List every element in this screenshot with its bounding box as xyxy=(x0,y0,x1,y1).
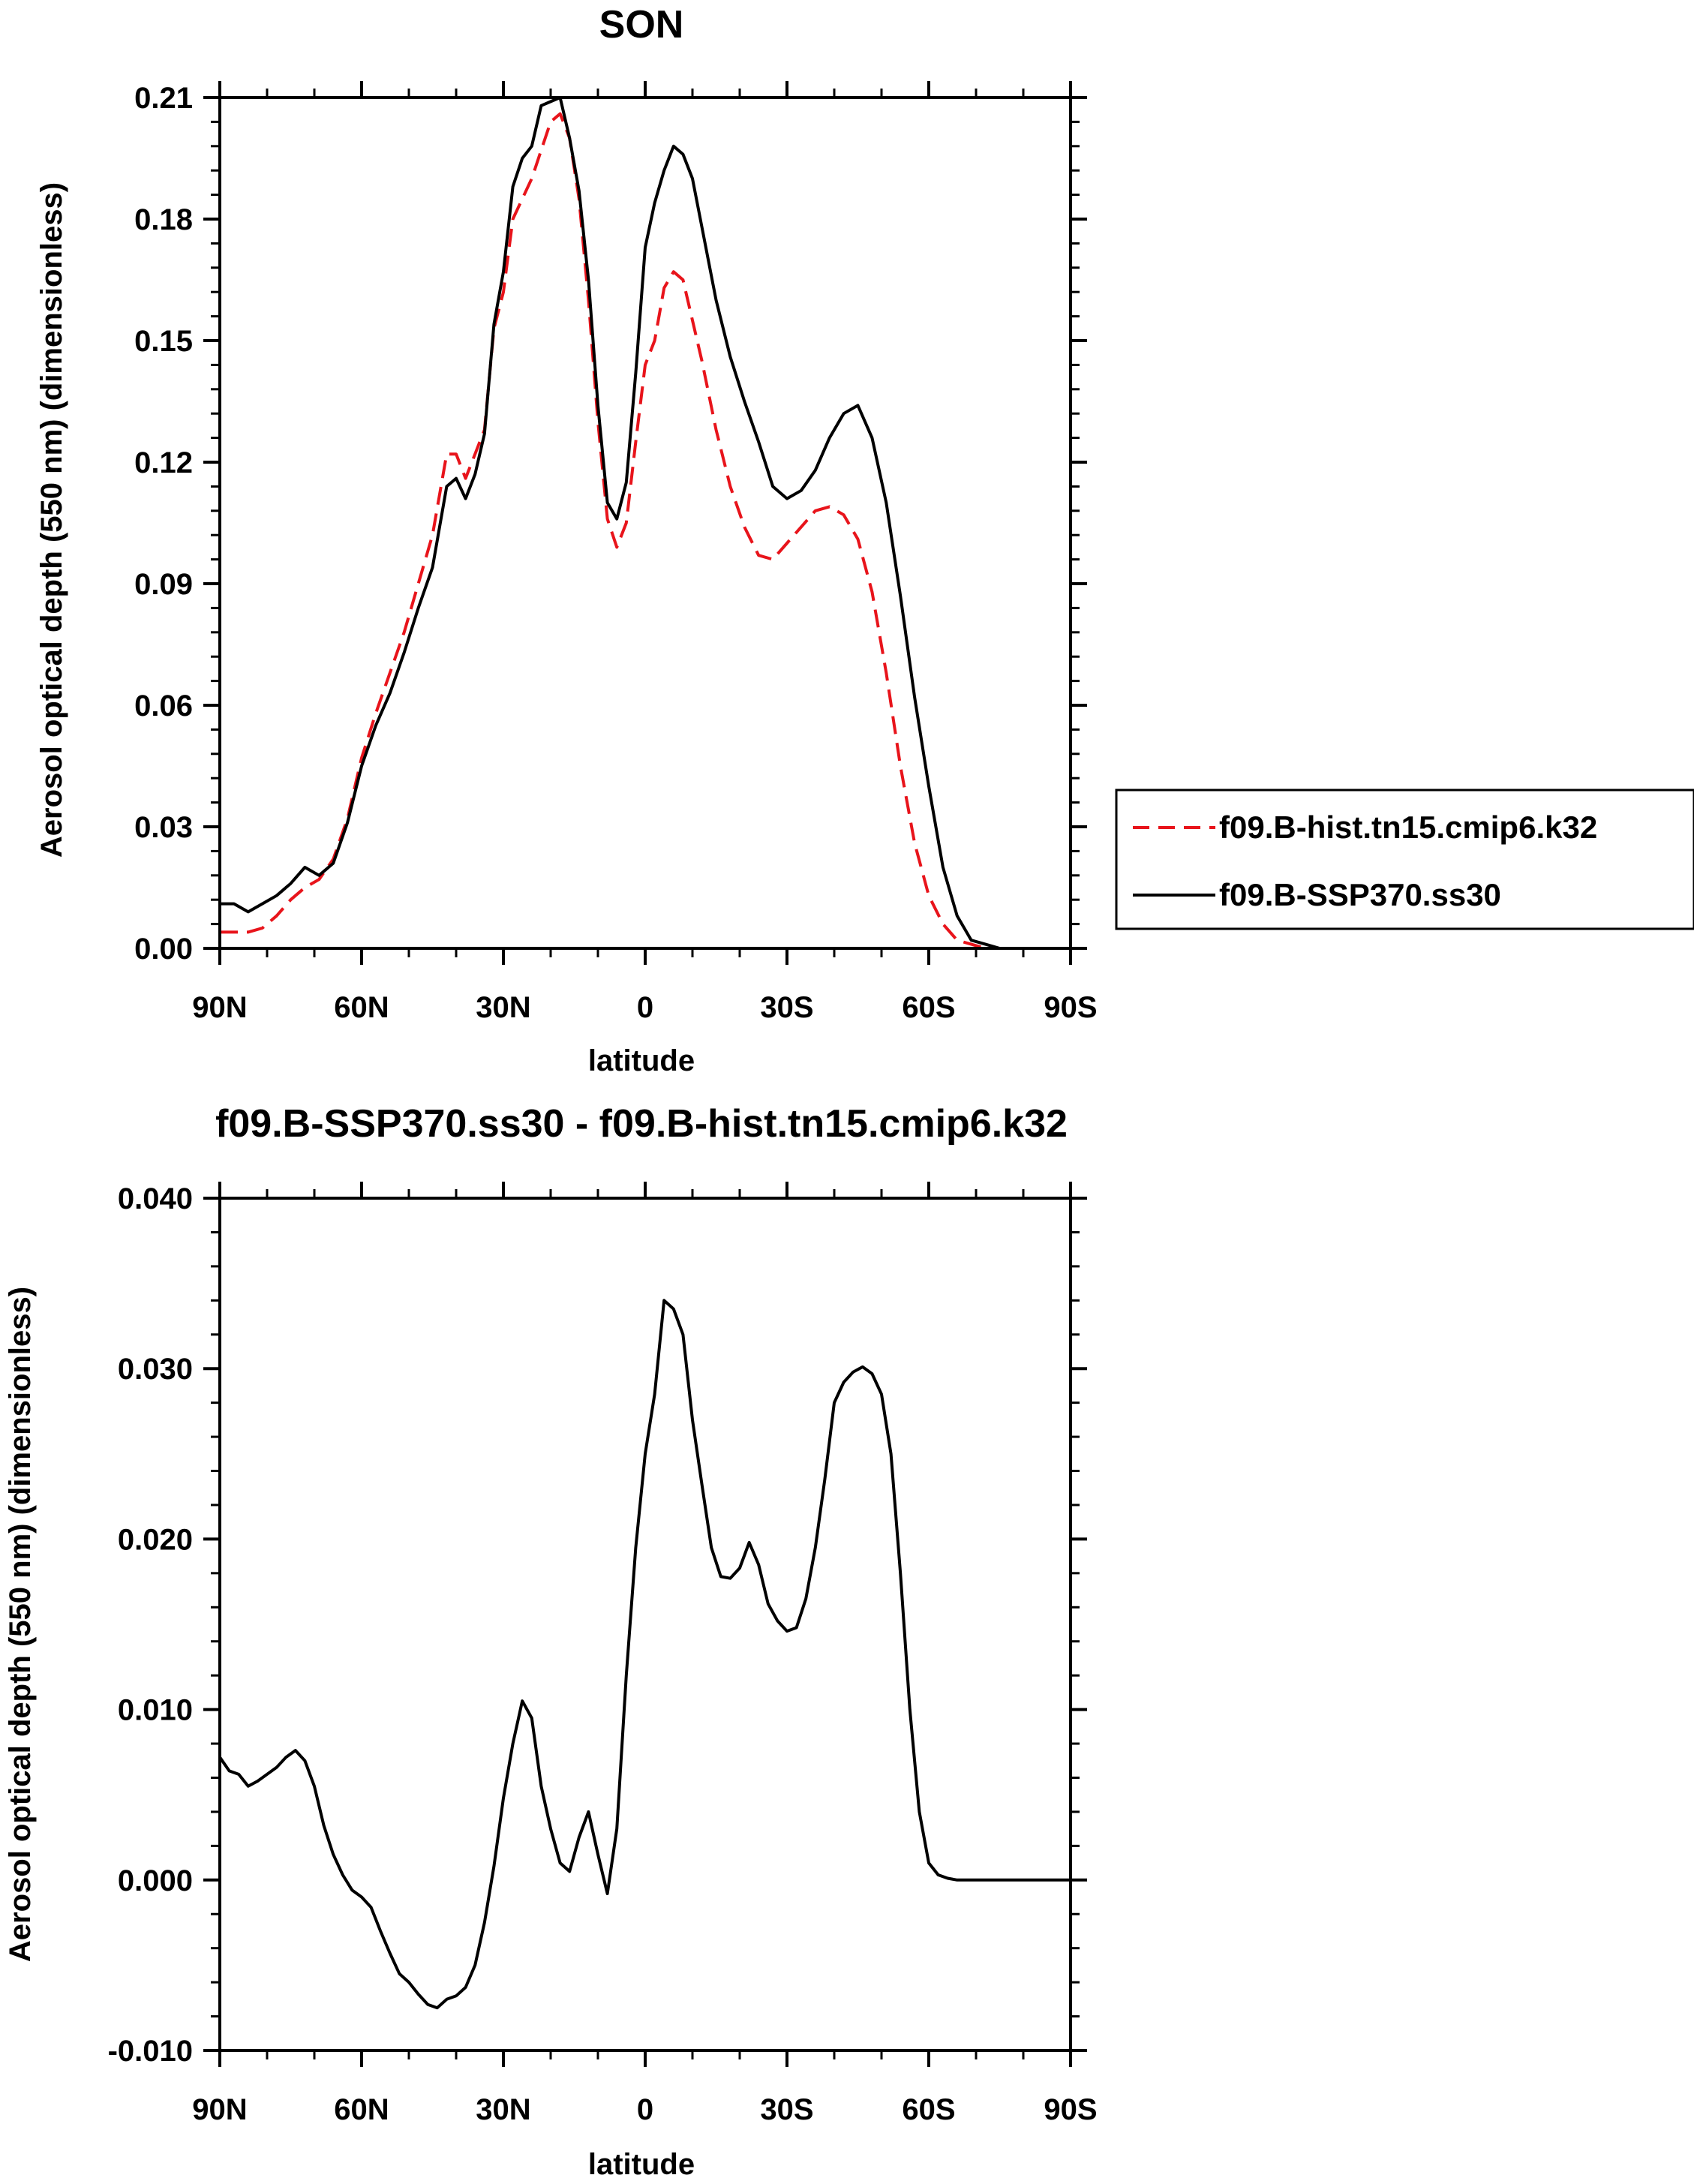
top-chart-x-tick-label: 30N xyxy=(476,991,530,1024)
bottom-chart-x-tick-label: 60N xyxy=(334,2093,389,2126)
top-chart-y-tick-label: 0.21 xyxy=(134,82,193,115)
bottom-chart-series-line-0 xyxy=(218,1299,1071,2010)
top-chart-panel: SON 90N 60N 30N 0 30S 60S 90S 0.00 0.03 0.06 0.09 0… xyxy=(35,3,1098,1077)
top-chart-series-layer xyxy=(220,96,1071,950)
top-chart-y-tick-label: 0.06 xyxy=(134,689,193,722)
legend-box xyxy=(1115,789,1694,930)
bottom-chart-x-tick-label: 0 xyxy=(637,2093,653,2126)
bottom-chart-y-tick-label: 0.040 xyxy=(118,1182,193,1215)
bottom-chart-x-axis-label: latitude xyxy=(588,2148,695,2181)
top-chart-series-line-f09-b-ssp370-ss30 xyxy=(220,96,1071,950)
bottom-chart-y-tick-label: 0.000 xyxy=(118,1864,193,1897)
top-chart-x-tick-label: 90N xyxy=(192,991,247,1024)
top-chart-y-tick-label: 0.15 xyxy=(134,325,193,358)
bottom-chart-series-layer xyxy=(218,1299,1071,2010)
bottom-chart-x-tick-label: 60S xyxy=(902,2093,955,2126)
top-chart-axes: 90N 60N 30N 0 30S 60S 90S 0.00 0.03 0.06 0.09 0.12 0… xyxy=(134,81,1098,1024)
bottom-chart-x-tick-label: 30S xyxy=(760,2093,813,2126)
bottom-chart-title: f09.B-SSP370.ss30 - f09.B-hist.tn15.cmip… xyxy=(215,1102,1068,1146)
bottom-chart-y-tick-label: -0.010 xyxy=(108,2035,193,2068)
top-chart-y-tick-label: 0.09 xyxy=(134,568,193,601)
top-chart-x-axis-label: latitude xyxy=(588,1044,695,1077)
bottom-chart-x-tick-label: 30N xyxy=(476,2093,530,2126)
bottom-chart-y-tick-label: 0.030 xyxy=(118,1353,193,1386)
top-chart-x-tick-label: 60N xyxy=(334,991,389,1024)
legend: f09.B-hist.tn15.cmip6.k32 f09.B-SSP370.s… xyxy=(1115,789,1694,930)
top-chart-y-tick-label: 0.00 xyxy=(134,933,193,966)
top-chart-y-tick-label: 0.03 xyxy=(134,811,193,844)
top-chart-x-tick-label: 60S xyxy=(902,991,955,1024)
top-chart-y-tick-label: 0.12 xyxy=(134,446,193,479)
bottom-chart-x-tick-label: 90S xyxy=(1044,2093,1097,2126)
top-chart-x-tick-label: 0 xyxy=(637,991,653,1024)
legend-label-ssp370: f09.B-SSP370.ss30 xyxy=(1219,877,1501,912)
bottom-chart-x-tick-label: 90N xyxy=(192,2093,247,2126)
legend-label-hist: f09.B-hist.tn15.cmip6.k32 xyxy=(1219,810,1597,845)
top-chart-y-tick-label: 0.18 xyxy=(134,203,193,236)
top-chart-x-tick-label: 90S xyxy=(1044,991,1097,1024)
top-chart-series-line-f09-b-hist-tn15-cmip6-k32 xyxy=(220,112,1071,950)
bottom-chart-y-axis-label: Aerosol optical depth (550 nm) (dimensio… xyxy=(4,1287,37,1962)
top-chart-x-tick-label: 30S xyxy=(760,991,813,1024)
bottom-chart-panel: f09.B-SSP370.ss30 - f09.B-hist.tn15.cmip… xyxy=(4,1102,1098,2181)
top-chart-title: SON xyxy=(599,3,684,47)
bottom-chart-y-tick-label: 0.010 xyxy=(118,1694,193,1727)
top-chart-y-axis-label: Aerosol optical depth (550 nm) (dimensio… xyxy=(35,182,68,858)
bottom-chart-y-tick-label: 0.020 xyxy=(118,1523,193,1556)
bottom-chart-axes: 90N 60N 30N 0 30S 60S 90S -0.010 0.000 0.010 0.020… xyxy=(108,1182,1098,2126)
